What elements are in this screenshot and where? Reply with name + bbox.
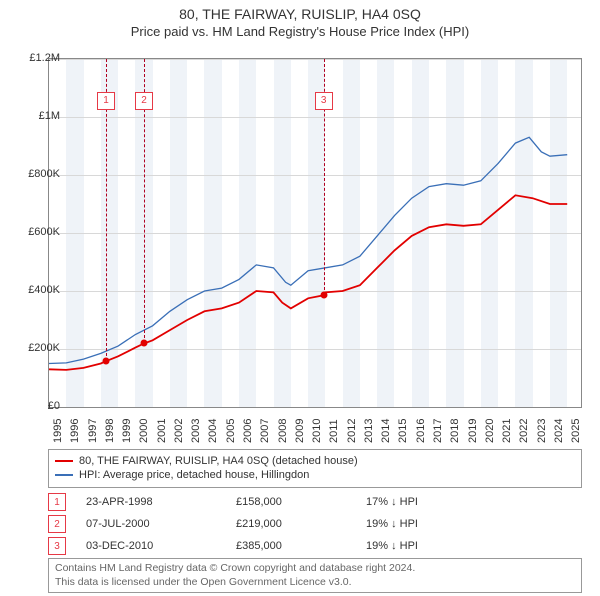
legend: 80, THE FAIRWAY, RUISLIP, HA4 0SQ (detac… [48, 449, 582, 488]
x-axis-label: 2012 [346, 419, 358, 443]
x-axis-label: 1998 [104, 419, 116, 443]
marker-number-box: 1 [97, 92, 115, 110]
chart-subtitle: Price paid vs. HM Land Registry's House … [0, 24, 600, 39]
legend-item: 80, THE FAIRWAY, RUISLIP, HA4 0SQ (detac… [55, 454, 575, 468]
x-axis-label: 2025 [570, 419, 582, 443]
y-axis-label: £800K [28, 168, 60, 180]
x-axis-label: 2011 [328, 419, 340, 443]
row-number-box: 1 [48, 493, 66, 511]
row-number-box: 3 [48, 537, 66, 555]
attribution-footer: Contains HM Land Registry data © Crown c… [48, 558, 582, 593]
row-number-box: 2 [48, 515, 66, 533]
x-axis-label: 2003 [190, 419, 202, 443]
series-line-price_paid [49, 195, 567, 370]
x-axis-label: 2020 [484, 419, 496, 443]
x-axis-label: 1996 [69, 419, 81, 443]
x-axis-label: 2010 [311, 419, 323, 443]
x-axis-label: 2004 [207, 419, 219, 443]
x-axis-label: 2016 [415, 419, 427, 443]
x-axis-label: 2023 [536, 419, 548, 443]
table-row: 3 03-DEC-2010£385,00019% ↓ HPI [48, 535, 582, 557]
marker-dot [320, 292, 327, 299]
y-axis-label: £0 [48, 400, 60, 412]
marker-dot [103, 358, 110, 365]
row-price: £219,000 [236, 518, 366, 530]
marker-dot [141, 340, 148, 347]
x-axis-label: 2005 [225, 419, 237, 443]
x-axis-label: 2001 [156, 419, 168, 443]
x-axis-label: 2015 [397, 419, 409, 443]
x-axis-label: 2008 [277, 419, 289, 443]
x-axis-label: 2006 [242, 419, 254, 443]
x-axis-label: 1999 [121, 419, 133, 443]
figure-container: 80, THE FAIRWAY, RUISLIP, HA4 0SQ Price … [0, 6, 600, 596]
legend-item: HPI: Average price, detached house, Hill… [55, 468, 575, 482]
row-price: £385,000 [236, 540, 366, 552]
x-axis-label: 2017 [432, 419, 444, 443]
table-row: 1 23-APR-1998£158,00017% ↓ HPI [48, 491, 582, 513]
x-axis-label: 2014 [380, 419, 392, 443]
x-axis-label: 2013 [363, 419, 375, 443]
chart-plot-area: 1 2 3 [48, 58, 582, 408]
row-date: 07-JUL-2000 [86, 518, 236, 530]
x-axis-label: 2021 [501, 419, 513, 443]
legend-label: 80, THE FAIRWAY, RUISLIP, HA4 0SQ (detac… [79, 454, 358, 468]
y-axis-label: £200K [28, 342, 60, 354]
x-axis-label: 2024 [553, 419, 565, 443]
legend-swatch [55, 474, 73, 476]
chart-svg [49, 59, 581, 407]
row-hpi: 19% ↓ HPI [366, 540, 582, 552]
table-row: 2 07-JUL-2000£219,00019% ↓ HPI [48, 513, 582, 535]
x-axis-label: 2022 [518, 419, 530, 443]
x-axis-label: 2018 [449, 419, 461, 443]
row-hpi: 19% ↓ HPI [366, 518, 582, 530]
x-axis-label: 2019 [467, 419, 479, 443]
row-price: £158,000 [236, 496, 366, 508]
y-axis-label: £400K [28, 284, 60, 296]
y-axis-label: £1M [39, 110, 60, 122]
y-axis-label: £1.2M [29, 52, 60, 64]
footer-line-2: This data is licensed under the Open Gov… [55, 576, 575, 590]
x-axis-label: 2000 [138, 419, 150, 443]
legend-label: HPI: Average price, detached house, Hill… [79, 468, 309, 482]
y-axis-label: £600K [28, 226, 60, 238]
row-date: 03-DEC-2010 [86, 540, 236, 552]
x-axis-label: 1995 [52, 419, 64, 443]
x-axis-label: 2002 [173, 419, 185, 443]
x-axis-label: 2007 [259, 419, 271, 443]
marker-number-box: 2 [135, 92, 153, 110]
row-date: 23-APR-1998 [86, 496, 236, 508]
series-line-hpi [49, 137, 567, 363]
x-axis-label: 2009 [294, 419, 306, 443]
x-axis-label: 1997 [87, 419, 99, 443]
sales-table: 1 23-APR-1998£158,00017% ↓ HPI 2 07-JUL-200… [48, 491, 582, 557]
row-hpi: 17% ↓ HPI [366, 496, 582, 508]
marker-number-box: 3 [315, 92, 333, 110]
footer-line-1: Contains HM Land Registry data © Crown c… [55, 562, 575, 576]
legend-swatch [55, 460, 73, 462]
chart-title: 80, THE FAIRWAY, RUISLIP, HA4 0SQ [0, 6, 600, 22]
